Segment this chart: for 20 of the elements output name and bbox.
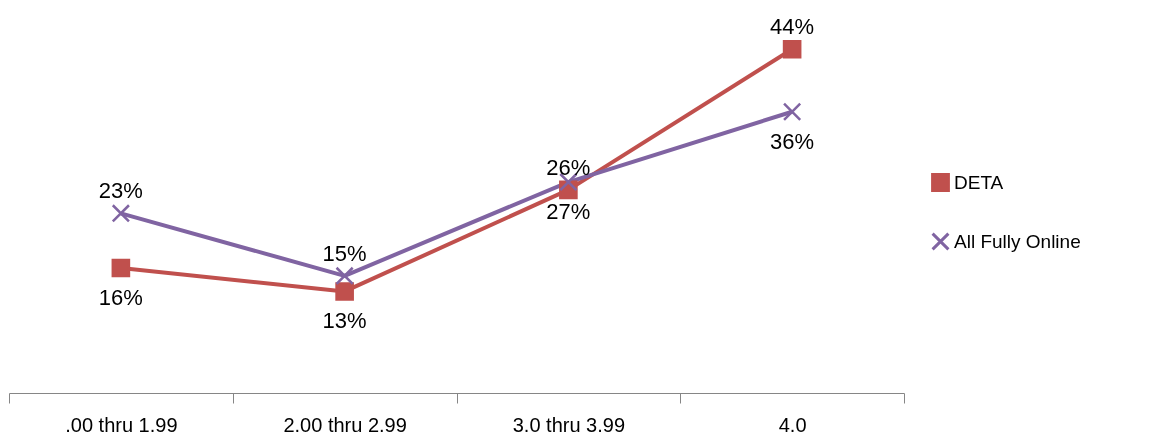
point	[782, 39, 802, 59]
point	[335, 266, 354, 286]
data-label: 36%	[770, 128, 815, 154]
data-label: 23%	[98, 178, 143, 204]
x-tick-label: 4.0	[778, 413, 807, 436]
data-label: 16%	[98, 285, 143, 310]
x-tick-label: .00 thru 1.99	[65, 413, 178, 436]
data-label: 44%	[770, 14, 815, 40]
x-tick-label: 3.0 thru 3.99	[512, 413, 626, 436]
point	[782, 102, 802, 122]
point	[335, 282, 354, 301]
legend-label: DETA	[954, 171, 1004, 193]
data-label: 27%	[546, 199, 591, 225]
data-label: 26%	[546, 154, 591, 180]
x-tick-label: 2.00 thru 2.99	[283, 413, 407, 436]
point	[111, 204, 131, 223]
legend-label: All Fully Online	[954, 230, 1081, 252]
data-label: 13%	[322, 308, 367, 334]
data-label: 15%	[322, 240, 367, 266]
point	[111, 258, 131, 278]
